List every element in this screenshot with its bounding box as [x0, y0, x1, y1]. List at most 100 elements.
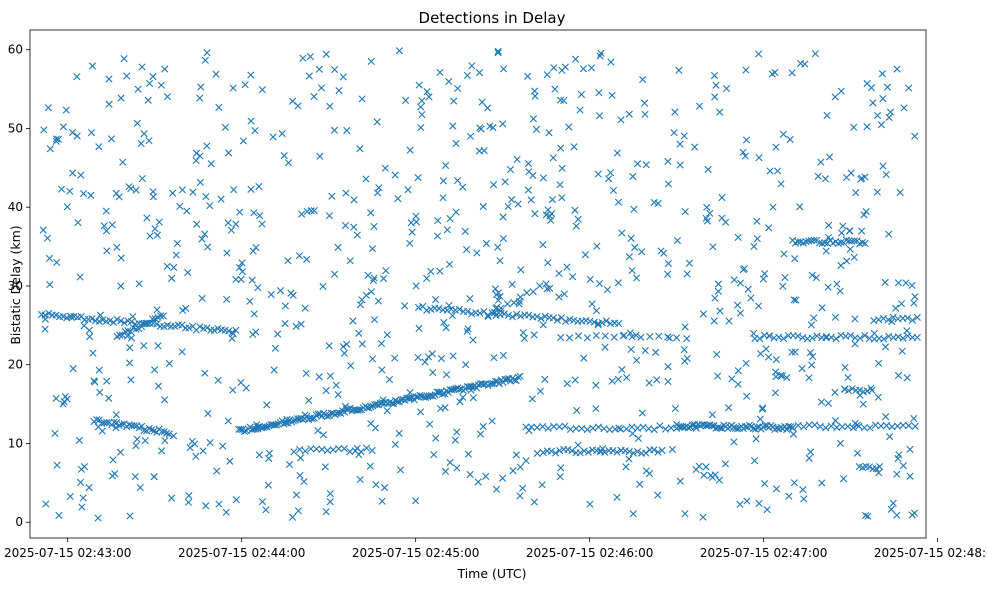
data-point [90, 417, 98, 426]
data-point [196, 178, 204, 186]
data-point [801, 60, 809, 68]
data-point [46, 145, 54, 153]
data-point [254, 284, 262, 292]
data-point [850, 237, 858, 245]
data-point [301, 447, 309, 455]
data-point [779, 335, 788, 343]
data-point [224, 219, 232, 227]
data-point [393, 398, 401, 406]
data-point [484, 104, 492, 112]
data-point [176, 202, 184, 210]
x-tick-label: 2025-07-15 02:46:00 [526, 546, 653, 560]
data-point [466, 132, 475, 140]
data-point [642, 449, 650, 457]
data-point [375, 184, 383, 192]
data-point [207, 160, 215, 168]
data-point [188, 437, 196, 446]
data-point [628, 333, 636, 341]
data-point [565, 334, 574, 342]
data-point [529, 288, 537, 296]
data-point [887, 505, 895, 513]
data-point [385, 375, 394, 384]
data-point [477, 125, 485, 133]
data-point [629, 172, 637, 181]
data-point [777, 371, 785, 380]
data-point [716, 108, 724, 116]
data-point [610, 333, 618, 341]
data-point [160, 396, 169, 404]
data-point [752, 435, 760, 443]
data-point [510, 299, 518, 307]
data-point [423, 306, 431, 314]
data-point [592, 405, 600, 413]
data-point [161, 436, 169, 445]
data-point [681, 510, 689, 518]
data-point [753, 423, 761, 432]
data-point [642, 161, 650, 169]
data-point [456, 398, 464, 406]
data-point [73, 132, 81, 140]
data-point [844, 373, 852, 382]
x-tick-label: 2025-07-15 02:44:00 [178, 546, 305, 560]
data-point [764, 353, 773, 361]
data-point [488, 417, 496, 425]
data-point [598, 319, 606, 327]
data-point [305, 396, 313, 405]
data-point [772, 485, 781, 493]
data-point [850, 123, 858, 131]
data-point [262, 506, 270, 514]
data-point [569, 273, 577, 281]
data-point [199, 447, 207, 455]
data-point [888, 318, 896, 326]
data-point [295, 252, 304, 260]
data-point [290, 448, 298, 456]
data-point [133, 119, 141, 127]
data-point [529, 171, 537, 180]
data-point [580, 354, 588, 362]
data-point [95, 366, 103, 374]
data-point [549, 154, 557, 162]
data-point [664, 259, 673, 268]
data-point [253, 421, 261, 429]
data-point [596, 448, 604, 456]
data-point [381, 484, 389, 492]
data-point [446, 215, 454, 223]
data-point [840, 475, 848, 483]
data-point [453, 176, 462, 185]
data-point [125, 359, 134, 367]
data-point [326, 489, 334, 498]
data-point [676, 477, 684, 485]
data-point [116, 331, 124, 339]
data-point [417, 103, 425, 111]
data-point [310, 92, 318, 101]
data-point [79, 494, 87, 502]
data-point [861, 173, 869, 181]
data-point [249, 330, 257, 338]
data-point [59, 123, 67, 131]
data-point [335, 445, 343, 453]
data-point [528, 395, 536, 403]
data-point [227, 226, 235, 234]
data-point [892, 304, 900, 312]
data-point [613, 493, 621, 501]
data-point [846, 245, 854, 253]
data-point [876, 463, 884, 471]
data-point [62, 106, 70, 114]
data-point [786, 135, 794, 144]
data-point [656, 422, 664, 430]
data-point [772, 368, 780, 376]
data-point [215, 103, 223, 112]
data-point [362, 175, 370, 183]
data-point [704, 165, 712, 174]
data-point [862, 207, 870, 216]
data-point [515, 297, 524, 305]
data-point [906, 472, 914, 480]
data-point [504, 202, 512, 211]
data-point [910, 414, 918, 423]
data-point [805, 374, 813, 382]
data-point [271, 344, 280, 352]
data-point [489, 181, 498, 189]
data-point [232, 220, 240, 228]
data-point [123, 332, 132, 340]
data-point [178, 186, 186, 194]
